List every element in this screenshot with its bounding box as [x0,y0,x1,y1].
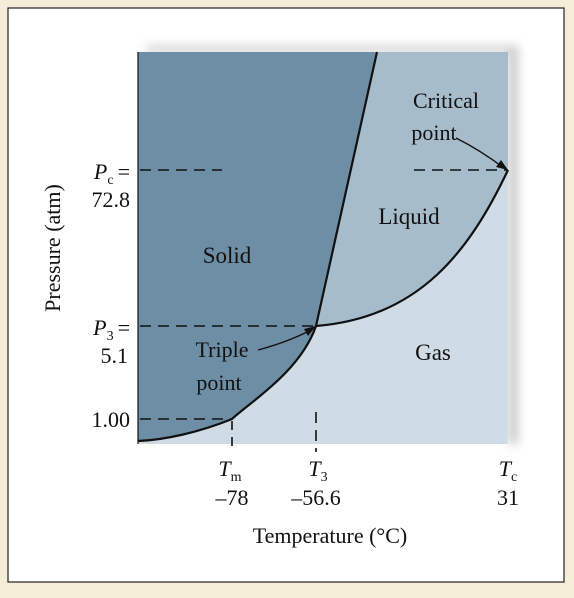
critical-label-line1: Critical [413,88,479,113]
tm-tick-label: Tm [218,456,241,485]
triple-arrowhead-icon [304,326,316,336]
melting-curve [314,51,379,327]
liquid-label: Liquid [378,204,440,229]
solid-region [138,52,377,441]
sublimation-curve [137,325,318,443]
tc-tick-label: Tc [499,456,517,485]
tm-value-label: –78 [215,485,249,510]
pc-value-label: 72.8 [92,187,131,212]
p1-value-label: 1.00 [92,407,131,432]
pc-tick-label: Pc = [93,159,130,188]
triple-label-line1: Triple [196,337,249,362]
tc-value-label: 31 [497,485,519,510]
vaporization-curve [315,169,509,328]
p3-tick-label: P3 = [92,315,130,344]
p3-value-label: 5.1 [101,343,129,368]
gas-label: Gas [415,340,451,365]
critical-arrowhead-icon [496,160,508,170]
critical-label-line2: point [411,120,456,145]
triple-label-line2: point [196,370,241,395]
solid-label: Solid [203,243,252,268]
liquid-region [316,52,508,326]
t3-tick-label: T3 [308,456,327,485]
t3-value-label: –56.6 [290,485,341,510]
y-axis-title: Pressure (atm) [40,184,65,312]
x-axis-title: Temperature (°C) [253,523,407,548]
